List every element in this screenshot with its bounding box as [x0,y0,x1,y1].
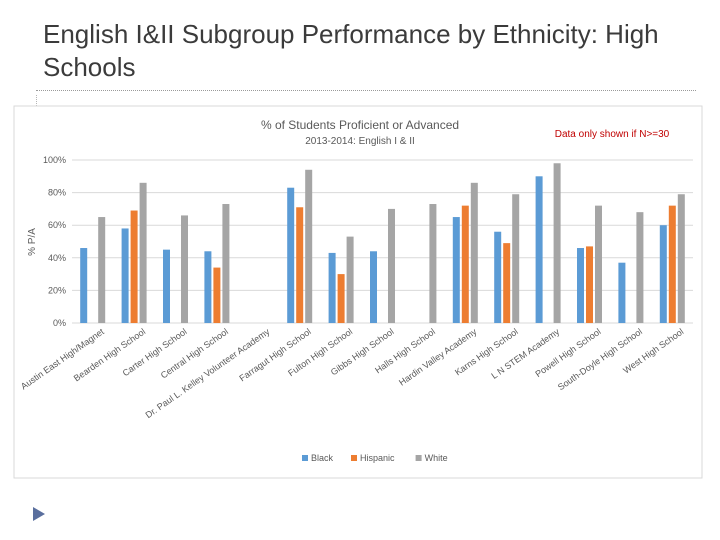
bar-black [328,252,336,323]
y-tick-label: 0% [53,318,66,328]
bar-white [346,236,354,323]
bar-white [98,217,106,323]
bar-black [494,231,502,323]
bar-white [139,182,147,323]
bar-hispanic [337,274,345,323]
legend: Black Hispanic White [302,453,448,463]
bar-hispanic [130,210,138,323]
bar-black [618,262,626,323]
y-tick-label: 20% [48,285,66,295]
y-axis-label: % P/A [27,228,38,256]
slide-left-margin [0,0,12,540]
bar-white [595,205,602,323]
legend-label-black: Black [311,453,334,463]
legend-label-hispanic: Hispanic [360,453,395,463]
bar-black [80,248,88,323]
legend-label-white: White [425,453,448,463]
y-tick-label: 100% [43,155,66,165]
title-divider [36,90,696,91]
bar-black [535,176,543,323]
chart-title: % of Students Proficient or Advanced [261,118,459,132]
bar-black [121,228,129,323]
bar-black [287,187,295,323]
legend-swatch-white [415,455,422,461]
y-tick-label: 60% [48,220,66,230]
bar-black [577,248,584,323]
chart-note: Data only shown if N>=30 [555,129,670,140]
dotted-guide [36,95,38,110]
bar-hispanic [586,246,593,323]
bars [80,163,685,323]
bar-white [636,212,644,323]
bar-white [553,163,561,323]
bar-black [163,249,170,323]
bar-hispanic [503,243,511,323]
bar-hispanic [668,205,676,323]
bar-white [470,182,478,323]
bar-white [181,215,188,323]
legend-swatch-hispanic [351,455,357,461]
bar-white [429,204,437,323]
y-tick-label: 40% [48,253,66,263]
chart-subtitle: 2013-2014: English I & II [305,136,415,147]
bar-black [370,251,377,323]
bar-black [204,251,212,323]
bar-white [305,169,313,323]
bar-white [222,204,230,323]
y-tick-label: 80% [48,188,66,198]
bar-hispanic [296,207,304,323]
bar-white [388,208,395,323]
bar-black [452,217,460,323]
bar-hispanic [213,267,221,323]
bar-white [512,194,520,323]
bar-white [677,194,685,323]
slide-nav-icon[interactable] [32,506,46,522]
bar-hispanic [461,205,469,323]
legend-swatch-black [302,455,308,461]
bar-black [659,225,667,323]
slide-title: English I&II Subgroup Performance by Eth… [43,19,659,82]
